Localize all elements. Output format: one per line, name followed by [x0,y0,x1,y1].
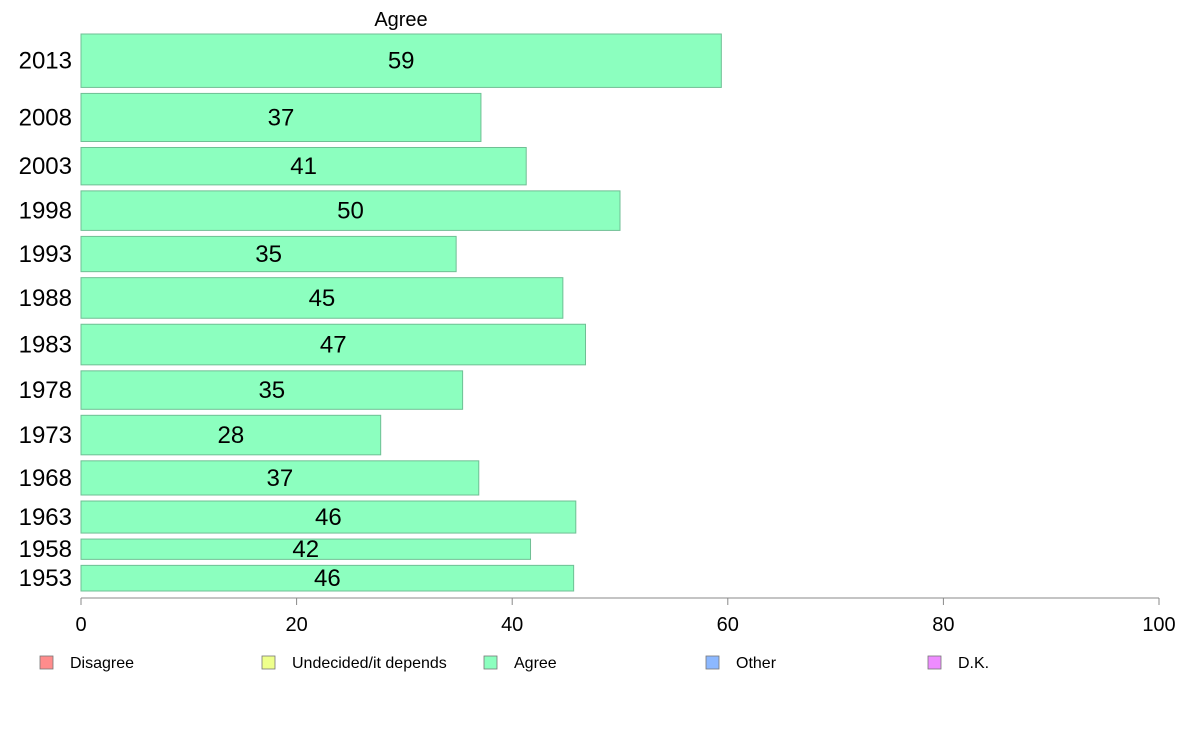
value-label-2003: 41 [290,153,317,180]
x-tick-label-100: 100 [1142,614,1175,636]
bars: 2013 59 2008 37 2003 41 1998 50 1993 35 1988 45 1983… [19,33,722,592]
legend-label-1: Undecided/it depends [292,655,447,672]
category-label-1973: 1973 [19,422,72,449]
bar-1973 [80,414,382,456]
legend: Disagree Undecided/it depends Agree Other D.… [39,655,989,672]
legend-swatch-0 [39,655,54,670]
value-label-1998: 50 [337,198,364,225]
category-label-1978: 1978 [19,377,72,404]
x-axis: 0 20 40 60 80 100 [75,597,1176,636]
category-label-1998: 1998 [19,198,72,225]
value-label-1968: 37 [267,465,294,492]
value-label-2013: 59 [388,48,415,75]
bar-2013 [80,33,722,88]
category-label-1958: 1958 [19,536,72,563]
bar-1963 [80,500,577,534]
legend-label-0: Disagree [70,655,134,672]
bar-1958 [80,538,532,560]
value-label-1988: 45 [309,285,336,312]
category-label-1953: 1953 [19,565,72,592]
category-label-2008: 2008 [19,104,72,131]
x-tick-label-20: 20 [285,614,307,636]
legend-swatch-2 [483,655,498,670]
value-label-1953: 46 [314,565,341,592]
bar-1998 [80,190,621,231]
bar-1993 [80,235,457,273]
bar-1983 [80,323,587,366]
bar-1953 [80,564,575,592]
legend-swatch-3 [705,655,720,670]
x-tick-label-0: 0 [75,614,86,636]
x-tick-label-80: 80 [932,614,954,636]
category-label-1993: 1993 [19,241,72,268]
legend-label-3: Other [736,655,777,672]
value-label-1973: 28 [217,422,244,449]
value-label-2008: 37 [268,104,295,131]
value-label-1978: 35 [258,377,285,404]
bar-1978 [80,370,464,410]
category-label-1968: 1968 [19,465,72,492]
bar-1988 [80,277,564,319]
value-label-1993: 35 [255,241,282,268]
value-label-1958: 42 [292,536,319,563]
x-tick-label-60: 60 [717,614,739,636]
bar-1968 [80,460,480,496]
x-tick-label-40: 40 [501,614,523,636]
legend-label-2: Agree [514,655,557,672]
legend-label-4: D.K. [958,655,989,672]
value-label-1963: 46 [315,504,342,531]
category-label-1983: 1983 [19,332,72,359]
category-label-2003: 2003 [19,153,72,180]
category-label-1963: 1963 [19,504,72,531]
bar-2008 [80,92,482,142]
category-label-2013: 2013 [19,48,72,75]
legend-swatch-4 [927,655,942,670]
category-label-1988: 1988 [19,285,72,312]
chart-title: Agree [374,9,427,31]
legend-swatch-1 [261,655,276,670]
bar-2003 [80,146,527,186]
value-label-1983: 47 [320,332,347,359]
